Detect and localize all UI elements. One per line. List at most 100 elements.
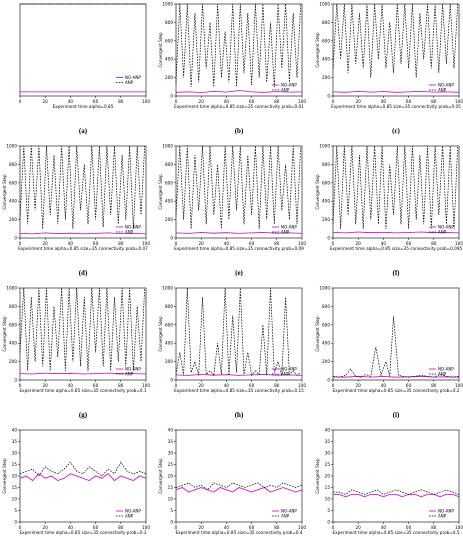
x-tick-label: 20 [43, 99, 49, 104]
y-axis-label: Convergent Step [2, 316, 7, 352]
y-tick-label: 800 [9, 304, 17, 309]
plot-frame [19, 145, 147, 239]
legend-label: ANP [281, 372, 290, 377]
y-tick-label: 400 [165, 57, 173, 62]
legend-label: ANP [438, 230, 447, 235]
x-tick-label: 100 [455, 99, 463, 104]
x-tick-label: 40 [224, 525, 230, 530]
y-tick-label: 400 [322, 57, 330, 62]
x-tick-label: 100 [142, 383, 150, 388]
x-axis-label: Experiment time alpha=0.85 size=35 conne… [332, 388, 459, 393]
y-tick-label: 1000 [319, 286, 330, 291]
series-line-anp [332, 145, 459, 229]
y-tick-label: 0 [327, 520, 330, 525]
y-tick-label: 20 [325, 474, 331, 479]
series-line-no-anp [19, 232, 147, 235]
y-tick-label: 200 [165, 75, 173, 80]
series-line-anp [332, 3, 459, 78]
series-line-anp [332, 316, 460, 378]
x-axis-label: Experiment time alpha=0.85 size=35 conne… [19, 530, 146, 535]
series-line-anp [19, 145, 146, 229]
y-tick-label: 600 [165, 180, 173, 185]
y-tick-label: 5 [170, 508, 173, 513]
x-tick-label: 20 [43, 525, 49, 530]
x-tick-label: 60 [406, 383, 412, 388]
panel-e: 0 20 40 60 80 10002004006008001000Experiment … [158, 144, 306, 278]
x-tick-label: 20 [199, 525, 205, 530]
series-line-no-anp [332, 231, 460, 234]
x-tick-label: 80 [431, 99, 437, 104]
x-tick-label: 80 [274, 99, 280, 104]
y-tick-label: 400 [322, 199, 330, 204]
y-tick-label: 25 [168, 462, 174, 467]
x-tick-label: 40 [381, 383, 387, 388]
x-tick-label: 20 [356, 99, 362, 104]
x-tick-label: 80 [431, 525, 437, 530]
y-tick-label: 40 [12, 428, 18, 433]
y-tick-label: 400 [322, 341, 330, 346]
x-tick-label: 60 [249, 99, 255, 104]
y-tick-label: 200 [9, 217, 17, 222]
x-tick-label: 40 [68, 383, 74, 388]
y-tick-label: 15 [12, 485, 18, 490]
legend-label: ANP [438, 514, 447, 519]
y-axis-label: Convergent Step [315, 174, 320, 210]
x-tick-label: 100 [142, 99, 150, 104]
panel-h: 0 20 40 60 80 10002004006008001000Experiment … [158, 286, 306, 420]
x-tick-label: 0 [332, 241, 335, 246]
y-tick-label: 5 [14, 508, 17, 513]
series-line-anp [333, 489, 460, 495]
y-tick-label: 0 [327, 94, 330, 99]
y-tick-label: 30 [325, 451, 331, 456]
plot-frame [332, 3, 460, 97]
series-line-no-anp [175, 90, 303, 93]
legend-label: NO-ANP [281, 509, 297, 514]
y-tick-label: 800 [165, 162, 173, 167]
x-axis-label: Experiment time alpha=0.85 size=35 conne… [174, 388, 304, 393]
y-tick-label: 1000 [6, 286, 17, 291]
legend-label: NO-ANP [281, 83, 297, 88]
series-line-no-anp [19, 473, 147, 482]
x-tick-label: 0 [332, 525, 335, 530]
legend-label: NO-ANP [438, 509, 454, 514]
legend-label: ANP [125, 230, 134, 235]
panel-caption: (i) [393, 411, 400, 419]
x-tick-label: 80 [431, 241, 437, 246]
x-tick-label: 0 [175, 383, 178, 388]
x-tick-label: 100 [455, 383, 463, 388]
x-tick-label: 0 [19, 99, 22, 104]
panel-caption: (g) [79, 411, 88, 419]
legend-label: NO-ANP [125, 509, 141, 514]
panel-a: 0 20 40 60 80 100 Experiment time alpha=0.85 NO… [19, 3, 150, 135]
y-tick-label: 20 [12, 474, 18, 479]
x-tick-label: 100 [298, 99, 306, 104]
legend-label: ANP [438, 88, 447, 93]
x-axis-label: Experiment time alpha=0.85 size=35 conne… [330, 246, 463, 251]
x-tick-label: 80 [118, 241, 124, 246]
x-tick-label: 60 [406, 241, 412, 246]
x-axis-label: Experiment time alpha=0.85 size=35 conne… [175, 530, 302, 535]
x-tick-label: 80 [118, 99, 124, 104]
y-tick-label: 200 [165, 217, 173, 222]
legend-label: ANP [125, 80, 134, 85]
x-tick-label: 40 [224, 383, 230, 388]
legend-label: NO-ANP [125, 367, 141, 372]
legend-label: ANP [281, 514, 290, 519]
y-tick-label: 200 [322, 217, 330, 222]
y-tick-label: 600 [322, 180, 330, 185]
y-tick-label: 25 [325, 462, 331, 467]
y-tick-label: 15 [325, 485, 331, 490]
x-tick-label: 60 [249, 383, 255, 388]
series-line-anp [175, 287, 301, 377]
panel-c: 0 20 40 60 80 10002004006008001000Experiment … [315, 2, 463, 136]
y-tick-label: 800 [322, 304, 330, 309]
x-axis-label: Experiment time alpha=0.85 size=35 conne… [19, 388, 146, 393]
y-tick-label: 1000 [6, 144, 17, 149]
y-axis-label: Convergent Step [315, 32, 320, 68]
y-tick-label: 10 [12, 497, 18, 502]
